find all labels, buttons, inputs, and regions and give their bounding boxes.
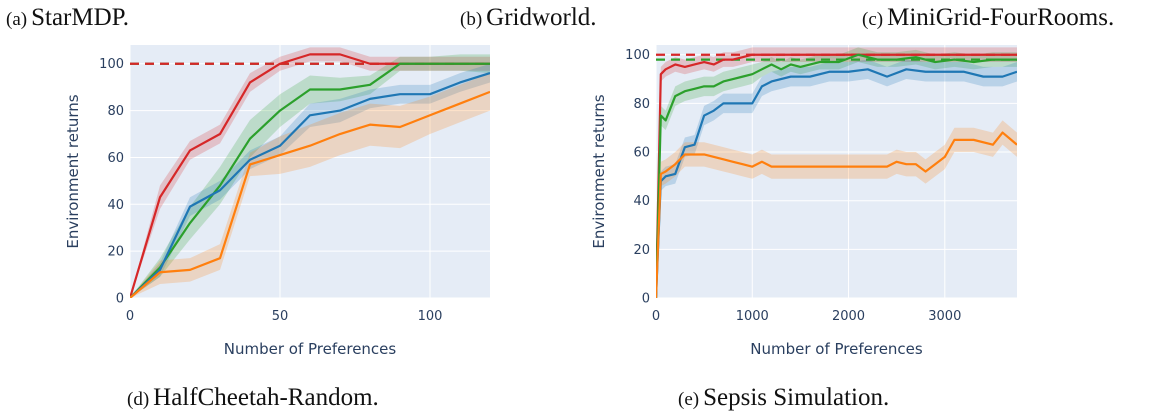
series-line-blue [130, 72, 490, 298]
caption-a: (a) StarMDP. [6, 4, 129, 32]
caption-c-text: MiniGrid-FourRooms. [887, 4, 1115, 31]
caption-c: (c) MiniGrid-FourRooms. [862, 4, 1114, 32]
x-tick-label: 0 [126, 309, 134, 324]
y-tick-label: 80 [107, 104, 124, 119]
x-axis-title: Number of Preferences [750, 340, 923, 358]
series-line-blue [656, 68, 1017, 298]
y-tick-label: 20 [633, 243, 650, 258]
plot-content [656, 47, 1017, 298]
caption-e-text: Sepsis Simulation. [703, 384, 890, 411]
x-tick-label: 2000 [832, 309, 865, 324]
series-line-green [656, 53, 1017, 298]
caption-b-text: Gridworld. [486, 4, 597, 31]
y-tick-label: 80 [633, 97, 650, 112]
y-tick-label: 60 [107, 151, 124, 166]
y-tick-label: 100 [625, 48, 650, 63]
plot-content [130, 47, 490, 298]
x-axis-title: Number of Preferences [224, 340, 397, 358]
y-axis-title: Environment returns [64, 94, 82, 248]
confidence-band-blue [656, 59, 1017, 298]
series-line-orange [656, 131, 1017, 298]
y-tick-label: 60 [633, 146, 650, 161]
caption-b: (b) Gridworld. [460, 4, 597, 32]
x-tick-label: 3000 [928, 309, 961, 324]
chart-1: 0 20 40 60 80 100 0 50 100 Number of Preferences E… [64, 45, 490, 358]
caption-c-label: (c) [862, 9, 884, 30]
series-line-green [130, 62, 490, 298]
confidence-band-orange [130, 73, 490, 298]
plot-area [656, 45, 1017, 298]
caption-d: (d) HalfCheetah-Random. [127, 384, 379, 412]
x-tick-label: 0 [652, 309, 660, 324]
x-tick-label: 50 [272, 309, 289, 324]
caption-d-text: HalfCheetah-Random. [153, 384, 379, 411]
series-line-red [656, 53, 1017, 298]
y-tick-label: 40 [107, 198, 124, 213]
y-tick-label: 0 [642, 292, 650, 307]
y-tick-label: 20 [107, 245, 124, 260]
caption-a-text: StarMDP. [31, 4, 130, 31]
y-tick-label: 40 [633, 194, 650, 209]
x-tick-label: 100 [418, 309, 443, 324]
caption-e: (e) Sepsis Simulation. [678, 384, 889, 412]
confidence-band-blue [130, 63, 490, 298]
x-tick-label: 1000 [736, 309, 769, 324]
y-tick-label: 100 [99, 57, 124, 72]
caption-b-label: (b) [460, 9, 483, 30]
caption-d-label: (d) [127, 389, 150, 410]
confidence-band-green [130, 54, 490, 298]
y-tick-label: 0 [116, 292, 124, 307]
series-line-orange [130, 90, 490, 298]
caption-a-label: (a) [6, 9, 28, 30]
y-axis-title: Environment returns [590, 94, 608, 248]
caption-e-label: (e) [678, 389, 700, 410]
